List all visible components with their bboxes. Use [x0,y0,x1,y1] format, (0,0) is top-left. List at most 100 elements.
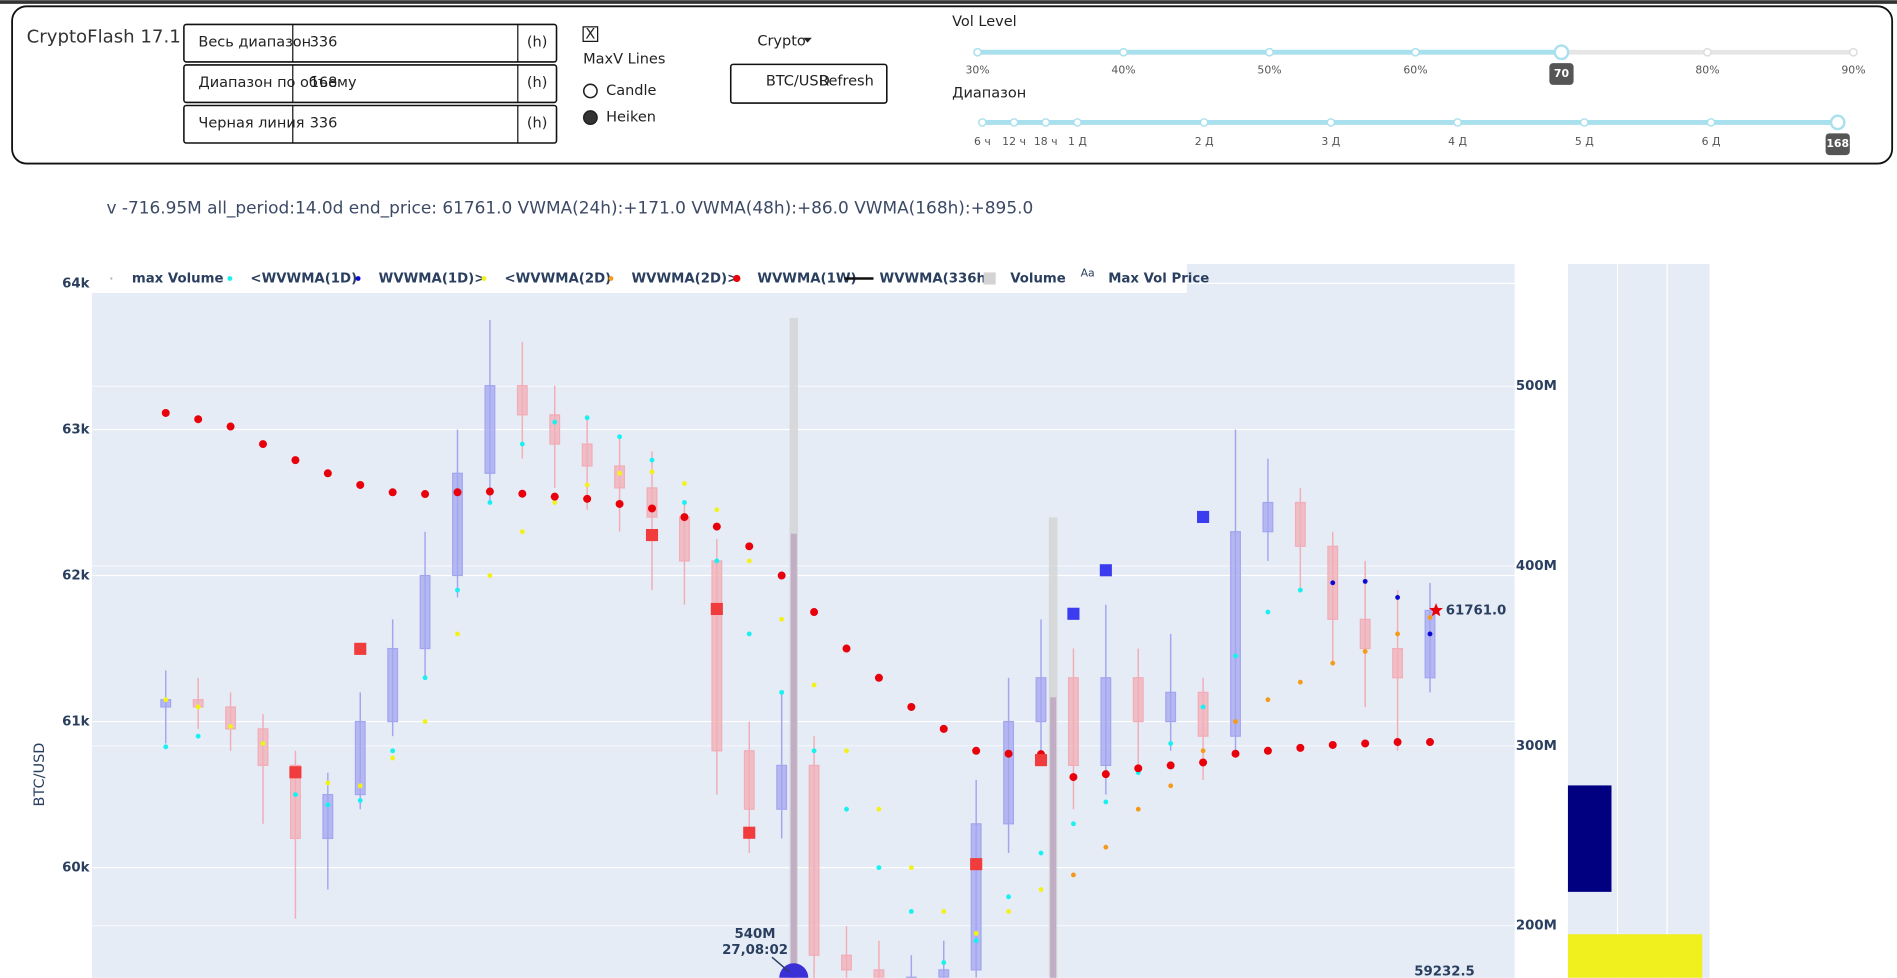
input-label: Весь диапазон [198,35,311,51]
legend-label[interactable]: <WVWMA(2D) [504,271,611,286]
input-row [183,104,558,144]
slider-mark: 18 ч [1034,135,1058,148]
dot [195,704,201,710]
legend-label[interactable]: Volume [1010,271,1066,286]
slider-handle[interactable] [1829,114,1846,131]
dot [1393,738,1402,747]
dot [941,909,947,914]
y-tick-label: 62k [62,569,91,584]
dot [1427,615,1433,620]
input-row [183,64,558,104]
candle-body [354,720,366,796]
input-value[interactable]: 336 [310,116,338,132]
input-unit: (h) [527,116,548,132]
dot [1296,743,1305,752]
dot [487,573,493,578]
candle-body [1100,677,1112,767]
slider-dot [1326,118,1336,127]
dropdown[interactable]: Crypto [757,33,806,49]
candle-body [484,385,496,474]
legend-label[interactable]: WVWMA(2D)> [632,271,739,286]
profile-bar [1567,785,1612,892]
dot [519,441,525,447]
dot [161,408,170,417]
legend-symbol [733,274,741,283]
button[interactable] [729,63,888,104]
plot-area [91,263,1515,978]
candle-body [1392,647,1404,679]
radio[interactable] [582,83,598,99]
max-vol-marker [1034,754,1048,767]
dot [973,938,979,944]
slider-dot [1119,47,1128,57]
dot [907,702,916,711]
end-price-label: 61761.0 [1446,603,1507,618]
annotation-arrow [771,956,790,973]
slider-mark: 50% [1257,63,1281,76]
plot [160,317,1443,978]
dot [228,723,233,729]
slider-badge [1549,63,1574,85]
checkbox[interactable] [582,26,599,42]
legend-label[interactable]: WVWMA(1W) [757,271,856,286]
top-bar [0,0,1897,4]
dot [226,422,235,431]
slider-dot [1453,118,1462,127]
slider-handle[interactable] [1553,44,1570,61]
y-tick-label: 60k [62,861,91,876]
dot [842,644,851,653]
slider-dot [1849,47,1858,57]
slider-mark: 12 ч [1002,135,1026,148]
button-label[interactable]: Refresh [819,73,874,89]
dot [1006,894,1012,900]
dot [1395,631,1401,637]
dot [1362,649,1368,654]
input-unit: (h) [527,75,548,91]
slider-label: Диапазон [952,85,1026,101]
legend-symbol [608,276,614,281]
y-axis-title: BTC/USD [32,743,48,807]
legend-label[interactable]: max Volume [132,271,224,286]
y2-tick-label: 300M [1516,739,1557,754]
app-title: CryptoFlash 17.1 [27,27,181,48]
input-label: Черная линия [198,116,304,132]
candle-body [581,443,593,467]
dot [876,806,882,812]
input-unit: (h) [527,35,548,51]
dot [453,488,462,497]
max-vol-marker [710,602,723,616]
dot [649,469,655,475]
legend-label[interactable]: WVWMA(1D)> [379,271,486,286]
dot [876,865,882,871]
radio-label: Heiken [606,110,656,126]
candle-body [1294,501,1306,547]
input-value[interactable]: 168 [310,75,338,91]
candle-body [1035,677,1047,723]
info-line: v -716.95M all_period:14.0d end_price: 6… [106,197,1033,218]
radio[interactable] [582,110,598,126]
dot [1006,909,1012,914]
legend-label[interactable]: WVWMA(336h) [880,271,993,286]
slider-mark: 80% [1695,63,1719,76]
dot [714,558,720,564]
legend-symbol [481,276,487,281]
slider-mark: 6 Д [1702,135,1721,148]
button-pair: BTC/USD [766,73,830,89]
input-value[interactable]: 336 [310,35,338,51]
dot [1330,660,1336,666]
input-row [183,23,558,63]
slider-dot [1265,47,1274,57]
slider-dot [978,118,987,127]
legend-label[interactable]: <WVWMA(1D) [250,271,357,286]
dot [455,631,460,637]
dot [390,748,396,754]
dot [260,741,266,746]
candle-body [1165,691,1177,723]
max-vol-marker [1067,607,1080,620]
legend-label[interactable]: Max Vol Price [1108,271,1209,286]
dot [1427,631,1433,637]
slider-mark: 3 Д [1321,135,1340,148]
dot [422,675,428,681]
